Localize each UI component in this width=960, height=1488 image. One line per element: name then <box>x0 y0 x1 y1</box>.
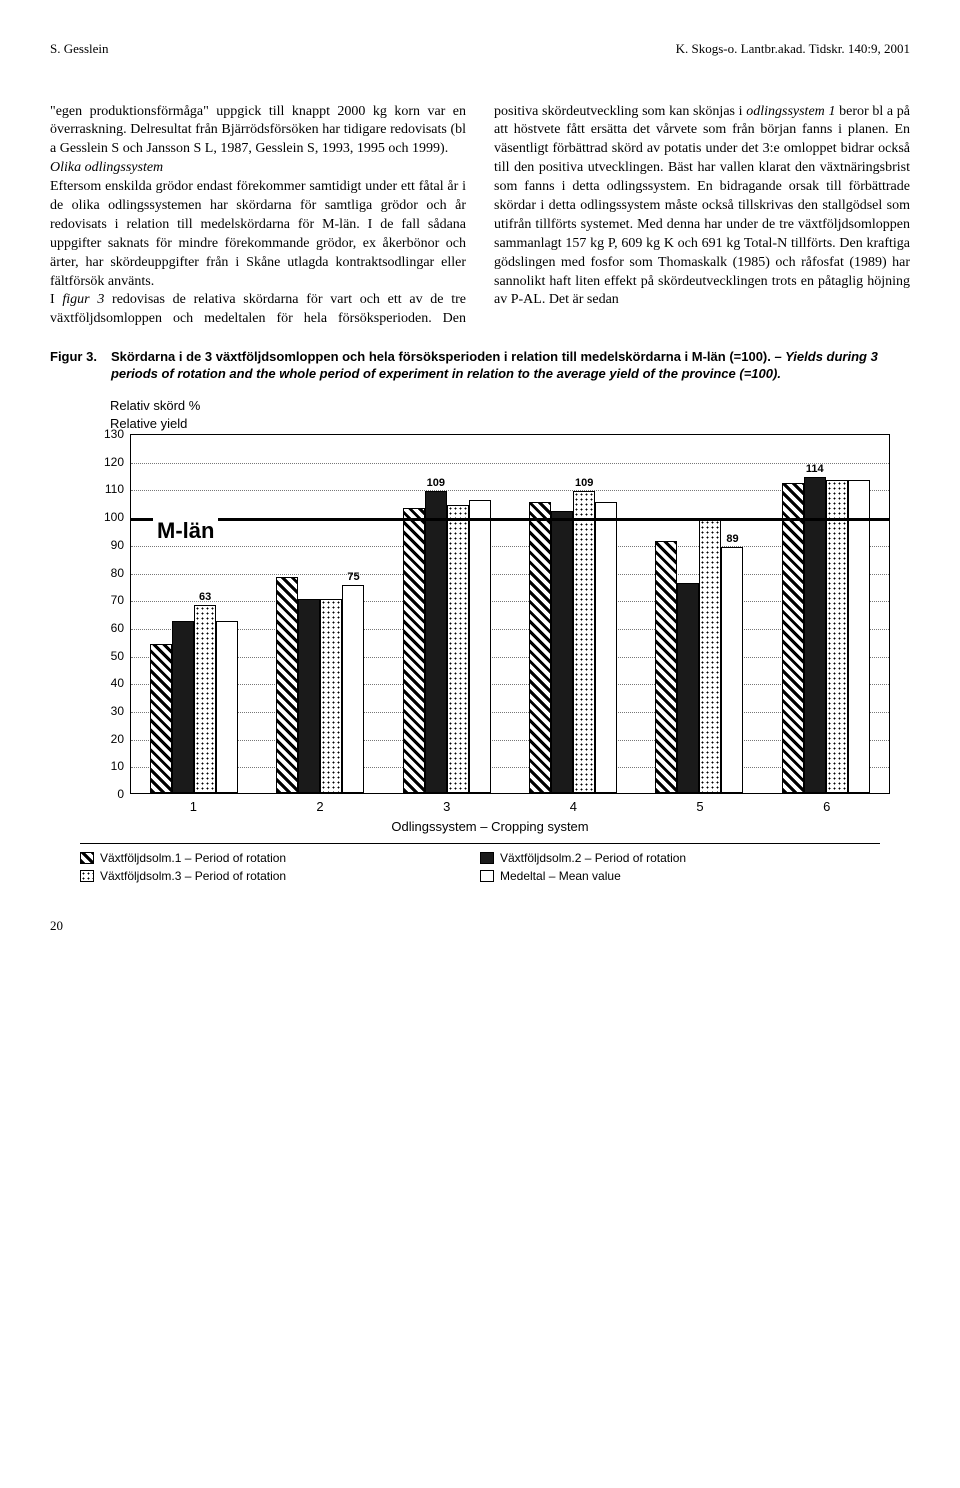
legend-swatch <box>80 852 94 864</box>
y-tick-label: 80 <box>84 564 130 580</box>
bar-group: 109 <box>384 435 510 793</box>
header-right: K. Skogs-o. Lantbr.akad. Tidskr. 140:9, … <box>676 40 910 58</box>
para-2: Eftersom enskilda grödor endast förekomm… <box>50 178 466 291</box>
caption-bold: Skördarna i de 3 växtföljdsomloppen och … <box>111 349 771 364</box>
x-tick-label: 3 <box>383 794 510 816</box>
bar <box>447 505 469 793</box>
y-tick-label: 50 <box>84 648 130 664</box>
page-number: 20 <box>50 917 910 935</box>
bar: 109 <box>425 491 447 793</box>
bar <box>595 502 617 793</box>
bar <box>655 541 677 793</box>
x-tick-label: 4 <box>510 794 637 816</box>
bar: 114 <box>804 477 826 793</box>
y-tick-label: 90 <box>84 537 130 553</box>
figure-label: Figur 3. <box>50 349 111 383</box>
bar-value-label: 109 <box>575 476 593 491</box>
legend-swatch <box>480 870 494 882</box>
bar <box>848 480 870 793</box>
bar-value-label: 114 <box>806 462 824 477</box>
bar-group: 109 <box>510 435 636 793</box>
y-tick-label: 60 <box>84 620 130 636</box>
legend-item: Växtföljdsolm.1 – Period of rotation <box>80 850 480 866</box>
reference-line-100 <box>131 518 889 521</box>
bar <box>551 511 573 793</box>
bar <box>172 621 194 793</box>
bar <box>320 599 342 793</box>
bar <box>298 599 320 793</box>
y-tick-label: 0 <box>84 786 130 802</box>
bar-group: 63 <box>131 435 257 793</box>
legend-item: Växtföljdsolm.2 – Period of rotation <box>480 850 880 866</box>
bar: 109 <box>573 491 595 793</box>
legend-item: Växtföljdsolm.3 – Period of rotation <box>80 868 480 884</box>
y-axis-title: Relativ skörd %Relative yield <box>110 397 910 432</box>
bar <box>782 483 804 793</box>
bar <box>469 500 491 794</box>
legend-label: Växtföljdsolm.3 – Period of rotation <box>100 868 286 884</box>
para-1: "egen produktionsförmåga" uppgick till k… <box>50 103 466 160</box>
legend-label: Växtföljdsolm.1 – Period of rotation <box>100 850 286 866</box>
bar <box>276 577 298 793</box>
x-tick-label: 6 <box>763 794 890 816</box>
y-tick-label: 20 <box>84 731 130 747</box>
legend-label: Medeltal – Mean value <box>500 868 621 884</box>
y-tick-label: 100 <box>84 509 130 525</box>
y-tick-label: 70 <box>84 592 130 608</box>
legend-swatch <box>480 852 494 864</box>
y-tick-label: 30 <box>84 703 130 719</box>
bar <box>403 508 425 793</box>
reference-label: M-län <box>153 516 218 546</box>
plot-area: 637510910989114 M-län <box>130 434 890 794</box>
x-tick-label: 2 <box>257 794 384 816</box>
header-left: S. Gesslein <box>50 40 109 58</box>
y-tick-label: 10 <box>84 758 130 774</box>
x-tick-label: 5 <box>637 794 764 816</box>
legend: Växtföljdsolm.1 – Period of rotation Växt… <box>80 843 880 886</box>
bar <box>677 583 699 793</box>
legend-label: Växtföljdsolm.2 – Period of rotation <box>500 850 686 866</box>
bar: 75 <box>342 585 364 793</box>
subhead-odlingssystem: Olika odlingssystem <box>50 159 466 178</box>
x-axis: 123456 <box>130 794 890 816</box>
x-tick-label: 1 <box>130 794 257 816</box>
y-tick-label: 130 <box>84 426 130 442</box>
bar <box>529 502 551 793</box>
bar-value-label: 75 <box>347 570 359 585</box>
x-axis-title: Odlingssystem – Cropping system <box>80 818 900 836</box>
bar: 89 <box>721 547 743 793</box>
running-header: S. Gesslein K. Skogs-o. Lantbr.akad. Tid… <box>50 40 910 58</box>
y-tick-label: 40 <box>84 675 130 691</box>
bar <box>699 519 721 793</box>
chart: 637510910989114 M-län 123456 Odlingssyst… <box>80 434 900 835</box>
legend-item: Medeltal – Mean value <box>480 868 880 884</box>
body-text: "egen produktionsförmåga" uppgick till k… <box>50 103 910 330</box>
legend-swatch <box>80 870 94 882</box>
bar-value-label: 109 <box>427 476 445 491</box>
figure-3-caption: Figur 3. Skördarna i de 3 växtföljdsomlo… <box>50 349 910 383</box>
y-tick-label: 120 <box>84 454 130 470</box>
bar: 63 <box>194 605 216 793</box>
bar <box>216 621 238 793</box>
bar <box>150 644 172 794</box>
bar-group: 114 <box>763 435 889 793</box>
bar <box>826 480 848 793</box>
bar-group: 89 <box>636 435 762 793</box>
bar-value-label: 63 <box>199 590 211 605</box>
bar-group: 75 <box>257 435 383 793</box>
y-tick-label: 110 <box>84 481 130 497</box>
bar-value-label: 89 <box>726 532 738 547</box>
